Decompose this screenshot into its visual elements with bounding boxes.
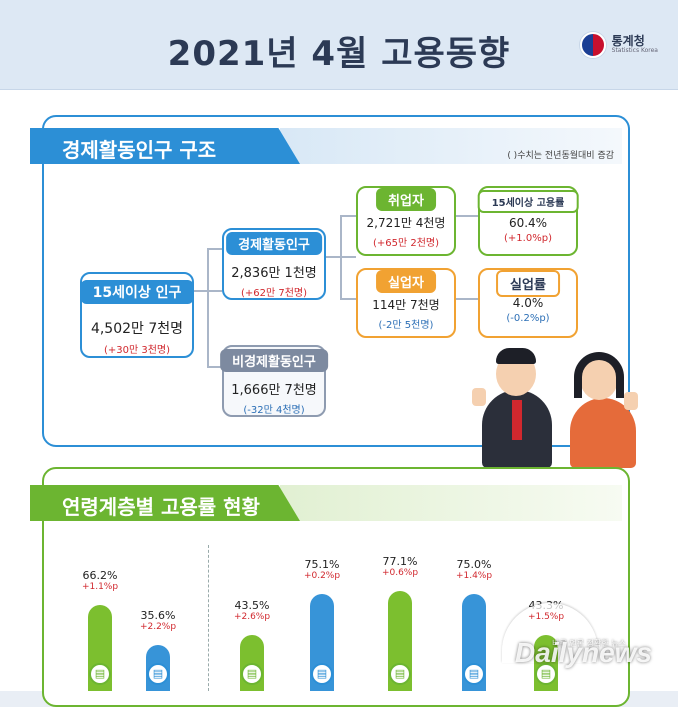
thumbs-up-icon bbox=[472, 388, 486, 406]
employed-value: 2,721만 4천명 bbox=[366, 216, 446, 230]
bar-value-label: 75.1% bbox=[304, 558, 340, 571]
change-note: ( )수치는 전년동월대비 증감 bbox=[507, 151, 614, 161]
section-tab bbox=[30, 128, 300, 164]
employed-label: 취업자 bbox=[376, 188, 436, 211]
econ-active-card: 경제활동인구 2,836만 1천명 (+62만 7천명) bbox=[222, 228, 326, 300]
econ-active-label: 경제활동인구 bbox=[226, 232, 322, 255]
age-bar-group: 35.6% +2.2%p ▤ bbox=[128, 609, 188, 691]
thumbs-up-icon bbox=[624, 392, 638, 410]
search-document-icon: ▤ bbox=[311, 663, 333, 685]
watermark-arc-icon bbox=[502, 603, 598, 663]
unemployment-rate-label: 실업률 bbox=[496, 270, 560, 297]
employment-rate-label: 15세이상 고용률 bbox=[477, 190, 579, 213]
bar-change-label: +1.4%p bbox=[455, 571, 493, 581]
header-banner: 2021년 4월 고용동향 통계청 Statistics Korea bbox=[0, 0, 678, 90]
group-divider bbox=[208, 545, 209, 691]
logo-name: 통계청 bbox=[611, 34, 645, 49]
taegeuk-logo-icon bbox=[579, 32, 606, 58]
connector-line bbox=[340, 215, 356, 217]
connector-line bbox=[207, 248, 222, 250]
search-document-icon: ▤ bbox=[241, 663, 263, 685]
unemployment-rate-value: 4.0% bbox=[512, 296, 544, 310]
bar-value-label: 66.2% bbox=[82, 569, 118, 582]
connector-line bbox=[340, 215, 342, 299]
section-tab bbox=[30, 485, 300, 521]
age-bar-group: 66.2% +1.1%p ▤ bbox=[70, 569, 130, 691]
thumbs-up-people-illustration bbox=[472, 338, 642, 468]
age-bar-group: 77.1% +0.6%p ▤ bbox=[370, 555, 430, 691]
bar-change-label: +0.6%p bbox=[381, 568, 419, 578]
unemployed-change: (-2만 5천명) bbox=[378, 320, 434, 331]
unemployed-label: 실업자 bbox=[376, 270, 436, 293]
logo-subtitle: Statistics Korea bbox=[611, 47, 658, 55]
section-title-strip bbox=[280, 128, 622, 164]
section-title-age-employment: 연령계층별 고용률 현황 bbox=[62, 495, 260, 519]
bar-value-label: 35.6% bbox=[140, 609, 176, 622]
search-document-icon: ▤ bbox=[535, 663, 557, 685]
employment-rate-card: 15세이상 고용률 60.4% (+1.0%p) bbox=[477, 186, 579, 256]
statistics-korea-logo: 통계청 Statistics Korea bbox=[579, 32, 658, 58]
connector-line bbox=[207, 248, 209, 368]
econ-active-value: 2,836만 1천명 bbox=[231, 266, 317, 281]
search-document-icon: ▤ bbox=[89, 663, 111, 685]
search-document-icon: ▤ bbox=[389, 663, 411, 685]
unemployment-rate-change: (-0.2%p) bbox=[506, 313, 550, 324]
age-bar-group: 75.1% +0.2%p ▤ bbox=[292, 558, 352, 691]
unemployment-rate-card: 실업률 4.0% (-0.2%p) bbox=[478, 268, 578, 338]
bar-change-label: +1.1%p bbox=[81, 582, 119, 592]
unemployed-value: 114만 7천명 bbox=[372, 298, 440, 312]
bar-value-label: 75.0% bbox=[456, 558, 492, 571]
population-15plus-label: 15세이상 인구 bbox=[80, 280, 194, 304]
bar-value-label: 43.5% bbox=[234, 599, 270, 612]
age-bar-group: 75.0% +1.4%p ▤ bbox=[444, 558, 504, 691]
econ-inactive-label: 비경제활동인구 bbox=[220, 349, 328, 372]
section-title-economic-structure: 경제활동인구 구조 bbox=[62, 138, 217, 162]
econ-inactive-card: 비경제활동인구 1,666만 7천명 (-32만 4천명) bbox=[220, 345, 328, 417]
employed-change: (+65만 2천명) bbox=[372, 238, 440, 249]
watermark-brand: Dailynews bbox=[515, 637, 652, 668]
woman-jacket-icon bbox=[570, 398, 636, 468]
population-15plus-value: 4,502만 7천명 bbox=[90, 321, 184, 337]
econ-active-change: (+62만 7천명) bbox=[240, 288, 308, 299]
econ-inactive-value: 1,666만 7천명 bbox=[231, 383, 317, 398]
population-15plus-change: (+30만 3천명) bbox=[103, 345, 171, 356]
watermark-tagline: 바른 언론 정확한 뉴스 bbox=[552, 639, 626, 648]
bar-change-label: +2.6%p bbox=[233, 612, 271, 622]
section-title-strip bbox=[280, 485, 622, 521]
age-bar-group: 43.5% +2.6%p ▤ bbox=[222, 599, 282, 691]
unemployed-card: 실업자 114만 7천명 (-2만 5천명) bbox=[356, 268, 456, 338]
search-document-icon: ▤ bbox=[147, 663, 169, 685]
employment-rate-value: 60.4% bbox=[508, 216, 548, 230]
bar-value-label: 77.1% bbox=[382, 555, 418, 568]
employed-card: 취업자 2,721만 4천명 (+65만 2천명) bbox=[356, 186, 456, 256]
page-title: 2021년 4월 고용동향 bbox=[167, 34, 511, 74]
search-document-icon: ▤ bbox=[463, 663, 485, 685]
connector-line bbox=[207, 366, 222, 368]
population-15plus-card: 15세이상 인구 4,502만 7천명 (+30만 3천명) bbox=[80, 272, 194, 358]
connector-line bbox=[456, 215, 478, 217]
connector-line bbox=[340, 298, 356, 300]
bar-change-label: +0.2%p bbox=[303, 571, 341, 581]
econ-inactive-change: (-32만 4천명) bbox=[243, 405, 305, 416]
employment-rate-change: (+1.0%p) bbox=[504, 233, 552, 244]
bar-change-label: +2.2%p bbox=[139, 622, 177, 632]
connector-line bbox=[456, 298, 478, 300]
